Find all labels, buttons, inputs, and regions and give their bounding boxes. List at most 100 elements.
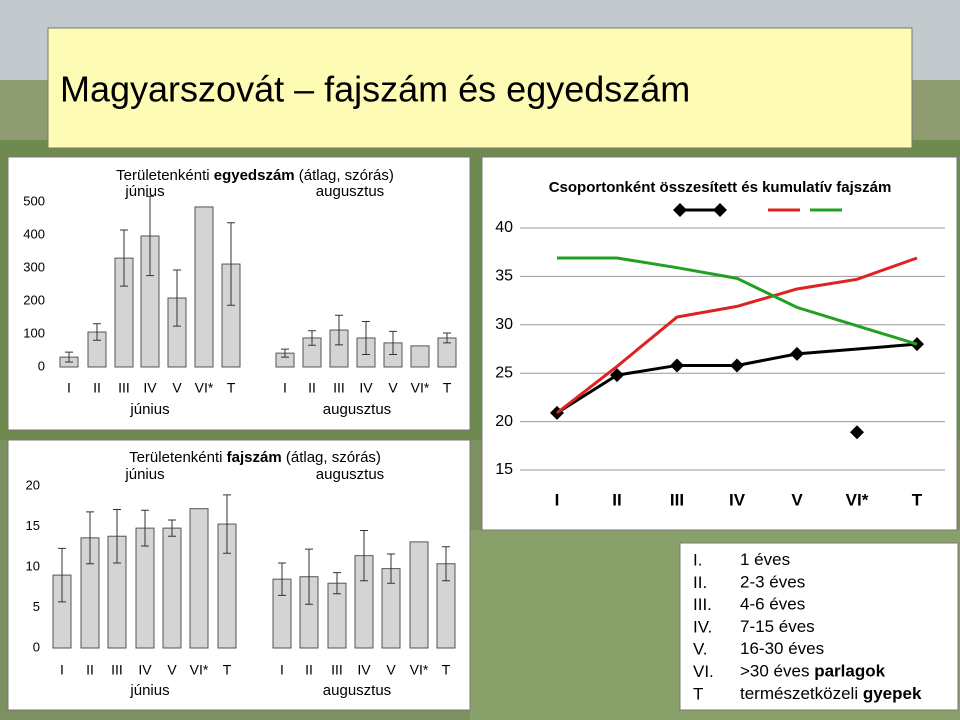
x-tick-label: I bbox=[60, 662, 64, 678]
legend-text: 4-6 éves bbox=[740, 595, 805, 614]
x-tick-label: V bbox=[388, 380, 398, 396]
error-bar bbox=[223, 494, 231, 554]
x-tick-label: IV bbox=[359, 380, 373, 396]
x-tick-label: T bbox=[227, 380, 236, 396]
legend-box bbox=[679, 542, 959, 711]
y-tick-label: 0 bbox=[38, 358, 45, 373]
legend-marker bbox=[713, 203, 727, 217]
error-bar bbox=[308, 330, 316, 346]
y-tick-label: 35 bbox=[495, 268, 513, 285]
text-run: 1 éves bbox=[740, 550, 790, 569]
x-tick-label: VI* bbox=[846, 490, 869, 509]
text-run: 16-30 éves bbox=[740, 640, 824, 659]
legend-text: 16-30 éves bbox=[740, 640, 824, 659]
error-bar bbox=[227, 222, 235, 306]
series-line bbox=[556, 342, 918, 415]
legend-code: V. bbox=[693, 640, 708, 659]
error-bar bbox=[58, 547, 66, 603]
y-tick-label: 20 bbox=[26, 477, 40, 492]
error-bar bbox=[113, 508, 121, 564]
panel bbox=[7, 439, 471, 711]
y-tick-label: 300 bbox=[23, 259, 45, 274]
y-tick-label: 15 bbox=[495, 461, 513, 478]
text-run: gyepek bbox=[858, 684, 922, 703]
legend-marker bbox=[673, 203, 687, 217]
y-tick-label: 10 bbox=[26, 558, 40, 573]
x-tick-label: I bbox=[555, 490, 560, 509]
text-run: egyedszám bbox=[210, 167, 295, 184]
y-tick-label: 30 bbox=[495, 316, 513, 333]
y-tick-label: 0 bbox=[33, 639, 40, 654]
legend-code: IV. bbox=[693, 617, 712, 636]
slide-title: Magyarszovát – fajszám és egyedszám bbox=[60, 69, 690, 110]
y-tick-label: 100 bbox=[23, 325, 45, 340]
y-tick-label: 25 bbox=[495, 364, 513, 381]
text-run: fajszám bbox=[223, 449, 282, 466]
x-tick-label: IV bbox=[357, 662, 371, 678]
series-line bbox=[557, 256, 918, 346]
marker bbox=[850, 425, 864, 440]
x-tick-label: II bbox=[612, 490, 621, 509]
title-box bbox=[47, 27, 913, 149]
bar bbox=[162, 527, 182, 649]
error-bar bbox=[168, 519, 176, 537]
legend-text: 1 éves bbox=[740, 550, 790, 569]
error-bar bbox=[362, 320, 370, 355]
x-tick-label: I bbox=[67, 380, 71, 396]
text-run: Területenkénti bbox=[116, 167, 209, 184]
series-label: június bbox=[124, 466, 164, 483]
chart-title: Csoportonként összesített és kumulatív f… bbox=[549, 179, 892, 196]
error-bar bbox=[120, 229, 128, 287]
x-tick-label: III bbox=[333, 380, 345, 396]
x-tick-label: T bbox=[442, 662, 451, 678]
text-run: természetközeli bbox=[740, 684, 858, 703]
x-tick-label: VI* bbox=[410, 662, 429, 678]
error-bar bbox=[173, 269, 181, 327]
legend-text: >30 éves parlagok bbox=[740, 662, 886, 681]
marker bbox=[610, 368, 624, 383]
x-tick-label: V bbox=[791, 490, 803, 509]
error-bar bbox=[86, 511, 94, 565]
legend-text: természetközeli gyepek bbox=[740, 684, 922, 703]
bar bbox=[409, 541, 429, 649]
y-tick-label: 500 bbox=[23, 193, 45, 208]
x-tick-label: IV bbox=[729, 490, 746, 509]
error-bar bbox=[443, 332, 451, 344]
legend-code: I. bbox=[693, 550, 702, 569]
group-label: augusztus bbox=[323, 401, 391, 418]
x-tick-label: III bbox=[670, 490, 684, 509]
series-label: június bbox=[124, 183, 164, 200]
chart-title: Területenkénti fajszám (átlag, szórás) bbox=[129, 449, 381, 466]
x-tick-label: VI* bbox=[411, 380, 430, 396]
error-bar bbox=[333, 572, 341, 595]
x-tick-label: IV bbox=[143, 380, 157, 396]
bar bbox=[194, 206, 214, 368]
x-tick-label: VI* bbox=[190, 662, 209, 678]
x-tick-label: IV bbox=[138, 662, 152, 678]
legend-text: 2-3 éves bbox=[740, 573, 805, 592]
panel bbox=[481, 156, 958, 531]
error-bar bbox=[335, 314, 343, 346]
text-run: >30 éves bbox=[740, 662, 809, 681]
marker bbox=[790, 346, 804, 361]
y-tick-label: 20 bbox=[495, 413, 513, 430]
group-label: június bbox=[129, 682, 169, 699]
x-tick-label: V bbox=[167, 662, 177, 678]
error-bar bbox=[389, 330, 397, 355]
text-run: 7-15 éves bbox=[740, 617, 815, 636]
bar bbox=[410, 345, 430, 368]
marker bbox=[670, 358, 684, 373]
error-bar bbox=[442, 546, 450, 582]
error-bar bbox=[278, 562, 286, 596]
series-label: augusztus bbox=[316, 183, 384, 200]
x-tick-label: V bbox=[386, 662, 396, 678]
error-bar bbox=[93, 323, 101, 341]
legend-code: II. bbox=[693, 573, 707, 592]
x-tick-label: T bbox=[443, 380, 452, 396]
error-bar bbox=[360, 530, 368, 582]
text-run: (átlag, szórás) bbox=[282, 449, 381, 466]
legend-code: III. bbox=[693, 595, 712, 614]
text-run: parlagok bbox=[809, 662, 885, 681]
x-tick-label: I bbox=[280, 662, 284, 678]
